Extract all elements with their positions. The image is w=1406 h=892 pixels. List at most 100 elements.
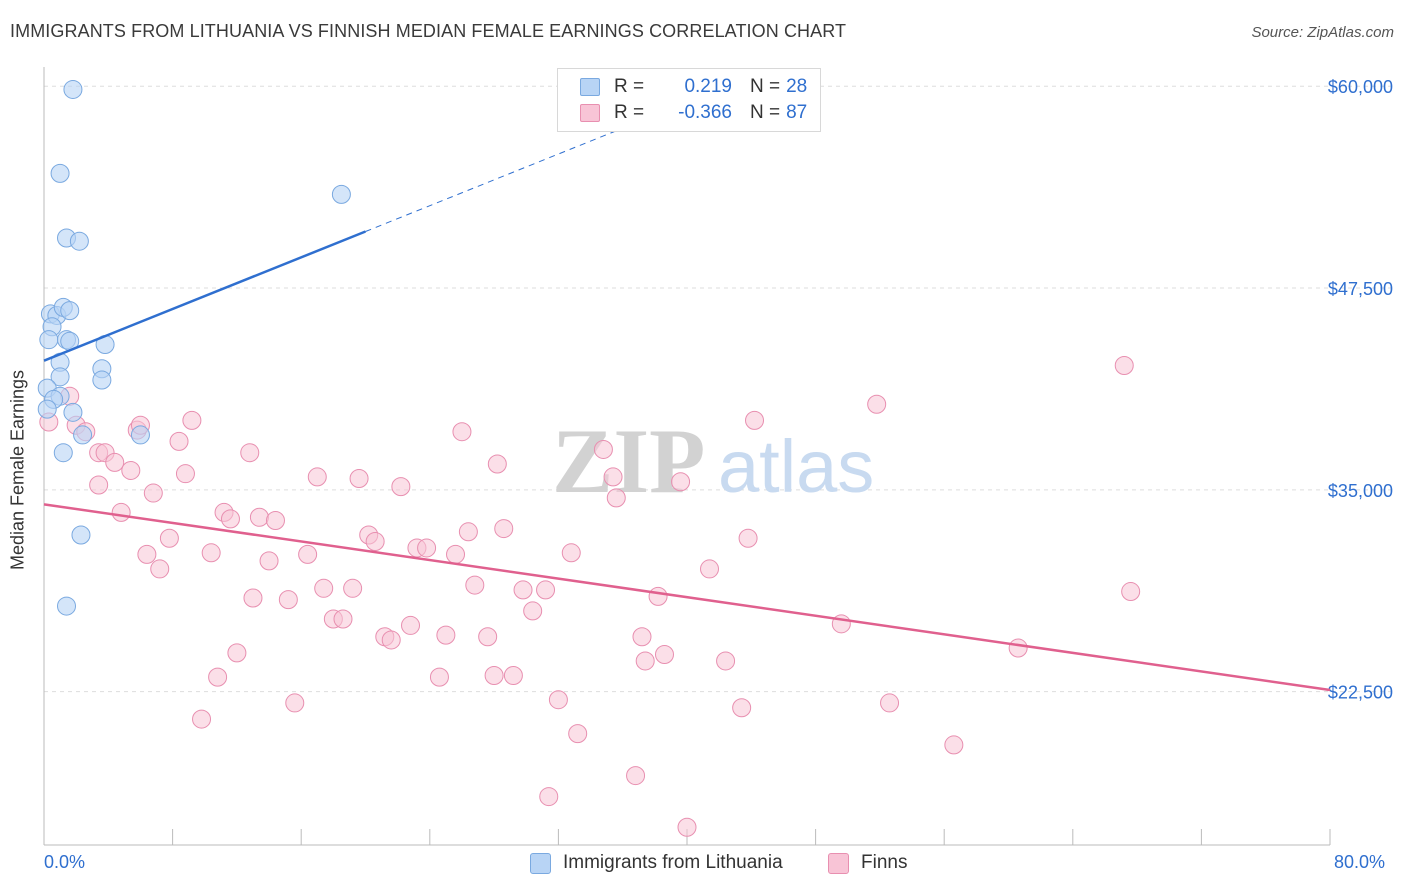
- finns-point: [417, 538, 437, 558]
- finns-point: [169, 431, 189, 451]
- lithuania-point: [63, 79, 83, 99]
- finns-point: [220, 509, 240, 529]
- finns-point: [671, 472, 691, 492]
- finns-point: [539, 787, 559, 807]
- correlation-legend: R = 0.219 N = 28 R = -0.366 N = 87: [557, 68, 821, 132]
- lithuania-point: [57, 596, 77, 616]
- finns-point: [487, 454, 507, 474]
- finns-point: [745, 410, 765, 430]
- finns-point: [285, 693, 305, 713]
- y-tick-label: $22,500: [1328, 683, 1393, 703]
- finns-points: [39, 356, 1141, 837]
- finns-point: [494, 519, 514, 539]
- finns-point: [249, 507, 269, 527]
- finns-point: [365, 531, 385, 551]
- lithuania-points: [37, 79, 351, 616]
- finns-point: [593, 439, 613, 459]
- finns-point: [1008, 638, 1028, 658]
- lithuania-point: [92, 370, 112, 390]
- finns-point: [259, 551, 279, 571]
- trend-lines: [43, 121, 1331, 692]
- finns-point: [182, 410, 202, 430]
- finns-point: [606, 488, 626, 508]
- finns-point: [632, 627, 652, 647]
- legend-label-lithuania: Immigrants from Lithuania: [563, 852, 783, 873]
- finns-point: [465, 575, 485, 595]
- finns-point: [880, 693, 900, 713]
- legend-swatch-lithuania: [530, 852, 551, 874]
- x-max-label: 80.0%: [1334, 852, 1386, 872]
- lithuania-point: [60, 301, 80, 321]
- finns-point: [175, 464, 195, 484]
- lithuania-point: [37, 399, 57, 419]
- y-axis-title: Median Female Earnings: [7, 369, 28, 571]
- lithuania-point: [50, 163, 70, 183]
- finns-point: [333, 609, 353, 629]
- finns-point: [243, 588, 263, 608]
- finns-trend-line: [43, 503, 1331, 692]
- finns-point: [137, 544, 157, 564]
- legend-item-lithuania: Immigrants from Lithuania: [530, 852, 783, 874]
- finns-point: [208, 667, 228, 687]
- legend-r-label: R =: [614, 102, 645, 123]
- lithuania-point: [63, 402, 83, 422]
- lithuania-point: [53, 443, 73, 463]
- finns-point: [436, 625, 456, 645]
- lithuania-point: [331, 184, 351, 204]
- finns-point: [278, 590, 298, 610]
- y-tick-label: $47,500: [1328, 279, 1393, 299]
- finns-point: [548, 690, 568, 710]
- finns-point: [603, 467, 623, 487]
- watermark: ZIP atlas: [552, 410, 874, 512]
- lithuania-point: [69, 231, 89, 251]
- legend-n-label: N =: [750, 102, 781, 123]
- lithuania-point: [39, 330, 59, 350]
- legend-label-finns: Finns: [861, 852, 908, 873]
- legend-n-value: 28: [786, 76, 808, 97]
- finns-point: [343, 578, 363, 598]
- finns-point: [265, 510, 285, 530]
- finns-point: [298, 544, 318, 564]
- legend-item-finns: Finns: [828, 852, 907, 874]
- finns-point: [105, 452, 125, 472]
- finns-point: [201, 543, 221, 563]
- finns-point: [452, 422, 472, 442]
- y-tick-label: $60,000: [1328, 77, 1393, 97]
- finns-point: [314, 578, 334, 598]
- finns-point: [648, 586, 668, 606]
- finns-point: [111, 502, 131, 522]
- legend-swatch-finns: [580, 104, 600, 122]
- finns-point: [159, 528, 179, 548]
- finns-point: [192, 709, 212, 729]
- finns-point: [635, 651, 655, 671]
- legend-r-label: R =: [614, 76, 645, 97]
- finns-point: [1114, 356, 1134, 376]
- finns-point: [523, 601, 543, 621]
- x-min-label: 0.0%: [44, 852, 86, 872]
- finns-point: [867, 394, 887, 414]
- finns-point: [458, 522, 478, 542]
- finns-point: [513, 580, 533, 600]
- finns-point: [429, 667, 449, 687]
- lithuania-point: [73, 425, 93, 445]
- finns-point: [121, 460, 141, 480]
- finns-point: [738, 528, 758, 548]
- finns-point: [227, 643, 247, 663]
- finns-point: [150, 559, 170, 579]
- finns-point: [307, 467, 327, 487]
- legend-row-finns: R = -0.366 N = 87: [580, 101, 807, 125]
- finns-point: [716, 651, 736, 671]
- legend-n-value: 87: [786, 102, 808, 123]
- finns-point: [944, 735, 964, 755]
- y-tick-label: $35,000: [1328, 481, 1393, 501]
- finns-point: [568, 724, 588, 744]
- finns-point: [503, 665, 523, 685]
- lithuania-point: [71, 525, 91, 545]
- legend-r-value: -0.366: [678, 102, 732, 123]
- lithuania-point: [130, 425, 150, 445]
- watermark-atlas: atlas: [718, 425, 874, 508]
- legend-row-lithuania: R = 0.219 N = 28: [580, 75, 807, 99]
- finns-point: [1121, 582, 1141, 602]
- finns-point: [478, 627, 498, 647]
